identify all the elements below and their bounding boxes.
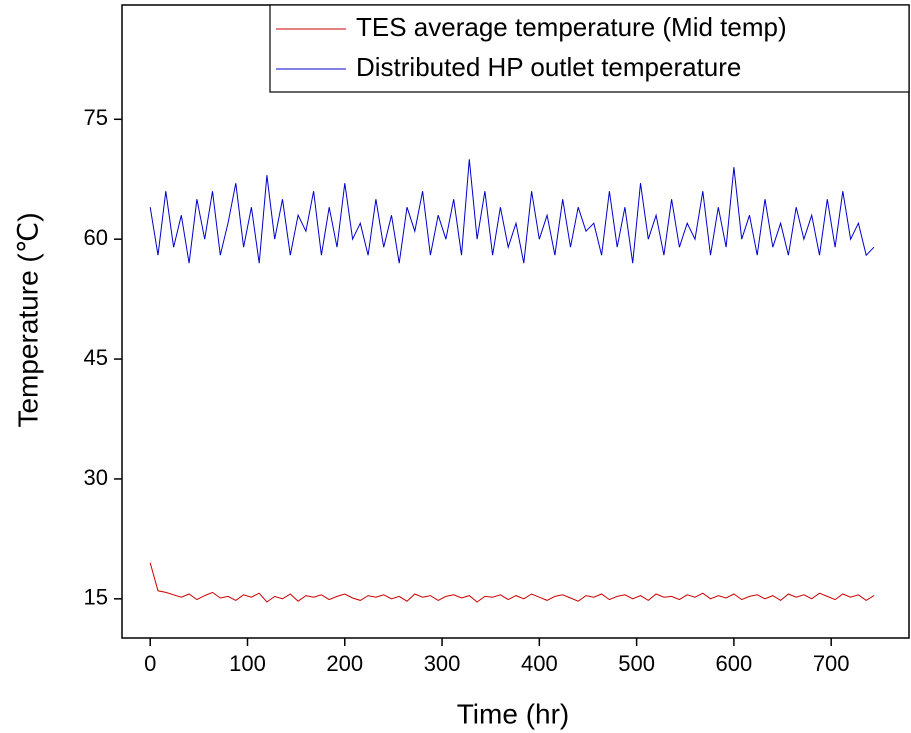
y-tick-label: 30 [84,465,108,490]
series-line [149,562,875,603]
x-tick-label: 600 [716,651,753,676]
x-tick-label: 200 [326,651,363,676]
series-line [149,159,875,264]
y-axis-title: Temperature (℃) [12,212,43,427]
y-tick-label: 15 [84,585,108,610]
y-tick-label: 60 [84,225,108,250]
y-tick-label: 75 [84,105,108,130]
x-axis-title: Time (hr) [457,698,570,729]
y-tick-label: 45 [84,345,108,370]
x-tick-label: 300 [424,651,461,676]
plot-frame [121,4,910,639]
x-tick-label: 700 [813,651,850,676]
x-tick-label: 100 [229,651,266,676]
x-tick-label: 400 [521,651,558,676]
legend-label: TES average temperature (Mid temp) [356,12,787,42]
legend-box [269,4,910,93]
legend-label: Distributed HP outlet temperature [356,52,741,82]
x-tick-label: 500 [618,651,655,676]
x-tick-label: 0 [144,651,156,676]
